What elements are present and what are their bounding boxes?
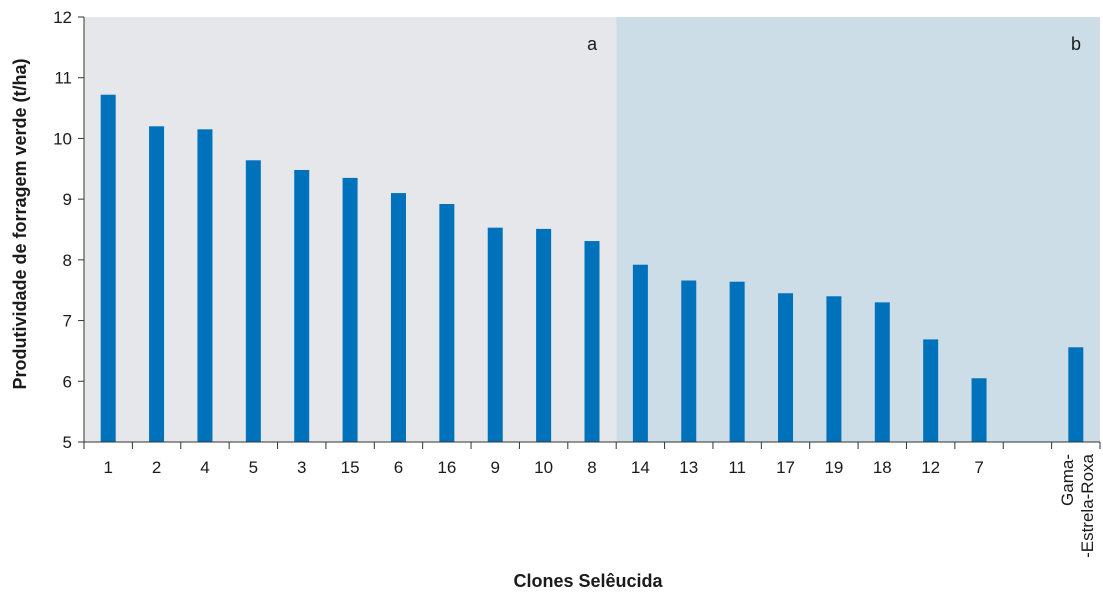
- svg-text:Gama--Estrela-Roxa: Gama--Estrela-Roxa: [1058, 453, 1097, 557]
- x-ticks: 1 2 4 5 3 15 6 16 9 10 8 14 13 11 17 19 18 12 7 Gama--Estre…: [83, 442, 1101, 558]
- x-tick-label: 6: [394, 458, 403, 477]
- x-axis-title: Clones Selêucida: [513, 571, 663, 591]
- x-tick-label: 7: [974, 458, 983, 477]
- bar: [245, 160, 261, 443]
- y-tick-label: 11: [54, 69, 72, 88]
- y-ticks: 5 6 7 8 9 10 11 12: [53, 8, 84, 452]
- x-tick-label: 16: [437, 458, 456, 477]
- y-tick-label: 10: [53, 129, 72, 148]
- x-tick-label: 5: [249, 458, 258, 477]
- y-tick-label: 6: [63, 372, 72, 391]
- bar: [197, 129, 213, 443]
- x-tick-label: 4: [200, 458, 209, 477]
- x-tick-label: 3: [297, 458, 306, 477]
- x-tick-label: 19: [824, 458, 843, 477]
- x-tick-label: 17: [776, 458, 795, 477]
- y-tick-label: 8: [63, 251, 72, 270]
- bar: [100, 94, 116, 442]
- y-axis-title: Produtividade de forragem verde (t/ha): [10, 58, 30, 389]
- bar: [681, 280, 697, 442]
- x-tick-label: 11: [728, 458, 746, 477]
- y-tick-label: 5: [63, 433, 72, 452]
- x-tick-label: 1: [103, 458, 112, 477]
- bar: [1068, 347, 1084, 442]
- x-tick-label: 13: [679, 458, 698, 477]
- x-tick-label: 18: [873, 458, 892, 477]
- y-tick-label: 7: [63, 312, 72, 331]
- bar: [149, 126, 165, 443]
- region-label-b: b: [1071, 34, 1081, 54]
- bar: [584, 241, 600, 442]
- bar: [536, 228, 552, 442]
- bar: [487, 227, 503, 442]
- bar: [342, 177, 358, 442]
- bar: [923, 339, 939, 442]
- x-tick-label: 2: [152, 458, 161, 477]
- bar: [826, 296, 842, 442]
- x-tick-label: Gama--Estrela-Roxa: [1058, 453, 1097, 557]
- x-tick-label: 10: [534, 458, 553, 477]
- bar: [729, 281, 745, 442]
- x-tick-label: 15: [341, 458, 360, 477]
- x-tick-label: 8: [587, 458, 596, 477]
- x-tick-label: 9: [491, 458, 500, 477]
- bar: [390, 193, 406, 442]
- region-b-background: [616, 17, 1100, 442]
- y-tick-label: 9: [63, 190, 72, 209]
- bar: [874, 302, 890, 442]
- region-label-a: a: [587, 34, 598, 54]
- x-tick-label: 14: [631, 458, 650, 477]
- bars: [100, 94, 1084, 443]
- x-tick-label: 12: [921, 458, 940, 477]
- y-tick-label: 12: [53, 8, 72, 27]
- bar: [439, 204, 455, 442]
- axes: [83, 17, 1100, 443]
- bar: [971, 378, 987, 442]
- bar: [632, 264, 648, 442]
- bar: [294, 170, 310, 442]
- bar: [778, 293, 794, 442]
